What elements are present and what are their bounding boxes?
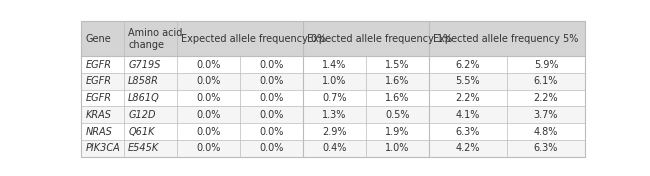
Text: 0.7%: 0.7% [322,93,346,103]
Text: 0.0%: 0.0% [259,93,283,103]
Text: G12D: G12D [128,110,155,120]
Text: 6.3%: 6.3% [534,143,558,153]
Bar [81,140,585,157]
Text: EGFR: EGFR [85,76,111,86]
Bar [81,90,585,106]
Text: 1.3%: 1.3% [322,110,346,120]
Text: Expected allele frequency 5%: Expected allele frequency 5% [433,34,578,44]
Text: 1.4%: 1.4% [322,60,346,70]
Text: 1.0%: 1.0% [385,143,410,153]
Text: L861Q: L861Q [128,93,160,103]
Text: Amino acid
change: Amino acid change [128,28,183,49]
Text: 0.0%: 0.0% [259,127,283,137]
Text: 5.5%: 5.5% [456,76,480,86]
Text: 0.0%: 0.0% [196,143,220,153]
Text: 0.5%: 0.5% [385,110,410,120]
Bar [81,56,585,73]
Text: 0.0%: 0.0% [196,76,220,86]
Text: 5.9%: 5.9% [534,60,558,70]
Text: EGFR: EGFR [85,93,111,103]
Text: G719S: G719S [128,60,161,70]
Text: 0.0%: 0.0% [196,60,220,70]
Text: EGFR: EGFR [85,60,111,70]
Text: 0.0%: 0.0% [259,60,283,70]
Text: 2.2%: 2.2% [456,93,480,103]
Text: Expected allele frequency 0%: Expected allele frequency 0% [181,34,326,44]
Bar [81,123,585,140]
Bar [81,21,585,56]
Text: 0.0%: 0.0% [196,127,220,137]
Text: 0.0%: 0.0% [259,110,283,120]
Bar [81,73,585,90]
Text: 6.1%: 6.1% [534,76,558,86]
Text: 1.5%: 1.5% [385,60,410,70]
Text: E545K: E545K [128,143,159,153]
Text: 0.0%: 0.0% [196,93,220,103]
Text: 1.6%: 1.6% [385,76,410,86]
Bar [81,106,585,123]
Text: 6.3%: 6.3% [456,127,480,137]
Text: 4.1%: 4.1% [456,110,480,120]
Text: 2.9%: 2.9% [322,127,346,137]
Text: 1.9%: 1.9% [385,127,410,137]
Text: Gene: Gene [85,34,111,44]
Text: Q61K: Q61K [128,127,155,137]
Text: 0.0%: 0.0% [259,76,283,86]
Text: 1.0%: 1.0% [322,76,346,86]
Text: 0.4%: 0.4% [322,143,346,153]
Text: 2.2%: 2.2% [534,93,558,103]
Text: 0.0%: 0.0% [259,143,283,153]
Text: PIK3CA: PIK3CA [85,143,120,153]
Text: 4.8%: 4.8% [534,127,558,137]
Text: NRAS: NRAS [85,127,112,137]
Text: KRAS: KRAS [85,110,111,120]
Text: 3.7%: 3.7% [534,110,558,120]
Text: Expected allele frequency 1%: Expected allele frequency 1% [307,34,452,44]
Text: 6.2%: 6.2% [456,60,480,70]
Text: 1.6%: 1.6% [385,93,410,103]
Text: L858R: L858R [128,76,159,86]
Text: 4.2%: 4.2% [456,143,480,153]
Text: 0.0%: 0.0% [196,110,220,120]
